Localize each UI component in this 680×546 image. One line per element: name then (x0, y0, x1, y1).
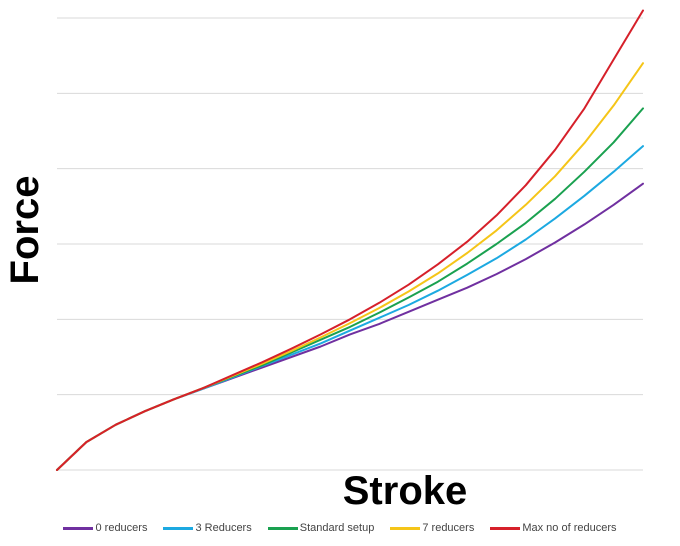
legend-label: Max no of reducers (522, 522, 617, 534)
series-line-2 (56, 145, 644, 471)
legend: 0 reducers 3 Reducers Standard setup 7 redu… (0, 518, 680, 538)
legend-item-1: 0 reducers (63, 522, 147, 534)
legend-label: Standard setup (299, 522, 375, 534)
series-line-4 (56, 62, 644, 471)
legend-label: 3 Reducers (195, 522, 252, 534)
legend-swatch (267, 526, 298, 530)
legend-label: 7 reducers (422, 522, 475, 534)
legend-swatch (63, 526, 94, 530)
legend-swatch (163, 526, 194, 530)
series-line-3 (56, 107, 644, 471)
legend-item-3: Standard setup (267, 522, 375, 534)
y-axis-label: Force (3, 175, 47, 285)
legend-item-4: 7 reducers (390, 522, 474, 534)
legend-item-5: Max no of reducers (490, 522, 617, 534)
gridlines (57, 17, 643, 471)
legend-item-2: 3 Reducers (163, 522, 252, 534)
series-lines (56, 9, 644, 471)
legend-swatch (490, 526, 521, 530)
x-axis-label: Stroke (342, 469, 468, 513)
legend-swatch (390, 526, 421, 530)
series-line-5 (56, 9, 644, 471)
legend-label: 0 reducers (95, 522, 148, 534)
